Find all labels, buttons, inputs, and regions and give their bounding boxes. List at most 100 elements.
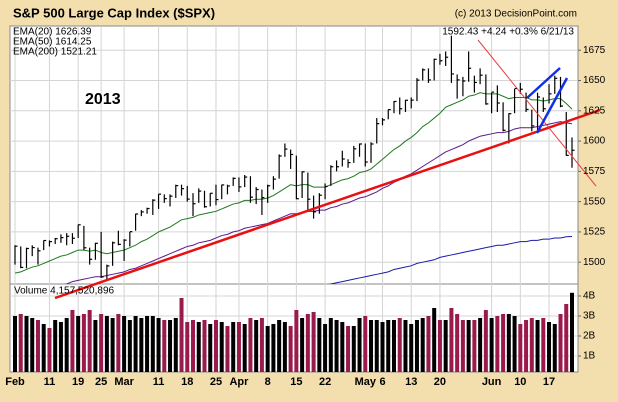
x-tick-label: 11	[153, 376, 165, 388]
volume-bar	[41, 324, 46, 372]
channel-line	[526, 67, 561, 99]
volume-bar	[179, 298, 184, 372]
volume-bar	[127, 320, 132, 372]
volume-bar	[242, 324, 247, 372]
volume-bar	[58, 322, 63, 372]
volume-bar	[282, 322, 287, 372]
volume-bar	[374, 320, 379, 372]
volume-bar	[64, 318, 69, 372]
volume-bar	[391, 320, 396, 372]
volume-bar	[219, 322, 224, 372]
volume-bar	[70, 310, 75, 372]
x-tick-label: 6	[379, 376, 385, 388]
ema-line	[328, 236, 573, 284]
volume-bar	[478, 318, 483, 372]
x-tick-label: Apr	[229, 376, 249, 388]
volume-bar	[547, 322, 552, 372]
volume-bar	[231, 322, 236, 372]
volume-bar	[271, 324, 276, 372]
volume-bar	[87, 310, 92, 372]
volume-bar	[208, 324, 213, 372]
volume-bar	[191, 320, 196, 372]
volume-bar	[518, 324, 523, 372]
volume-bar	[558, 314, 563, 372]
volume-bar	[426, 316, 431, 372]
volume-bar	[277, 320, 282, 372]
x-tick-label: 19	[72, 376, 84, 388]
volume-bar	[300, 318, 305, 372]
volume-bar	[506, 314, 511, 372]
ema-line	[64, 121, 573, 284]
y-tick-label: 1600	[583, 136, 606, 147]
price-panel	[9, 25, 579, 285]
x-tick-label: Feb	[5, 376, 25, 388]
volume-bar	[99, 314, 104, 372]
volume-bar	[185, 322, 190, 372]
last-quote: 1592.43 +4.24 +0.3% 6/21/13	[442, 27, 574, 38]
y-tick-label: 1B	[583, 351, 596, 362]
volume-bar	[311, 312, 316, 372]
x-tick-label: 11	[44, 376, 56, 388]
volume-bar	[443, 320, 448, 372]
x-tick-label: Mar	[114, 376, 134, 388]
volume-bar	[213, 320, 218, 372]
volume-bar	[259, 318, 264, 372]
volume-bar	[501, 314, 506, 372]
volume-bar	[524, 320, 529, 372]
volume-bar	[202, 320, 207, 372]
volume-bar	[380, 322, 385, 372]
volume-bar	[472, 320, 477, 372]
volume-bar	[81, 314, 86, 372]
x-tick-label: 25	[210, 376, 222, 388]
annotation: 2013	[85, 91, 121, 108]
x-tick-label: 17	[543, 376, 555, 388]
volume-bar	[150, 316, 155, 372]
marks	[13, 35, 575, 372]
x-tick-label: 20	[434, 376, 446, 388]
volume-bar	[397, 318, 402, 372]
trendlines	[54, 39, 601, 300]
volume-bar	[168, 320, 173, 372]
y-tick-label: 3B	[583, 311, 596, 322]
channel-line	[535, 77, 569, 134]
x-tick-label: 15	[290, 376, 302, 388]
volume-bar	[340, 322, 345, 372]
volume-bar	[145, 316, 150, 372]
volume-bar	[162, 320, 167, 372]
volume-bar	[93, 320, 98, 372]
volume-bar	[236, 322, 241, 372]
volume-bar	[305, 314, 310, 372]
volume-bar	[369, 320, 374, 372]
volume-bar	[133, 316, 138, 372]
volume-bar	[18, 314, 23, 372]
volume-bar	[512, 316, 517, 372]
volume-bar	[13, 316, 17, 372]
volume-bar	[414, 320, 419, 372]
volume-bar	[35, 320, 40, 372]
volume-bar	[564, 304, 569, 372]
volume-bar	[437, 320, 442, 372]
volume-bar	[139, 318, 144, 372]
volume-bar	[30, 318, 35, 372]
volume-bar	[552, 324, 557, 372]
volume-bar	[53, 320, 58, 372]
x-tick-label: May	[355, 376, 377, 388]
legend-entry: EMA(200) 1521.21	[13, 47, 97, 58]
support-trendline	[54, 108, 601, 300]
volume-label: Volume 4,157,520,896	[14, 286, 115, 297]
volume-bar	[570, 292, 574, 372]
volume-bar	[225, 326, 230, 372]
y-tick-label: 1550	[583, 196, 606, 207]
volume-bar	[495, 316, 500, 372]
volume-bar	[363, 316, 368, 372]
x-tick-label: 8	[265, 376, 271, 388]
volume-bar	[351, 326, 356, 372]
volume-bar	[76, 316, 81, 372]
y-tick-label: 1675	[583, 45, 606, 56]
volume-bar	[466, 320, 471, 372]
x-tick-label: 25	[95, 376, 107, 388]
volume-bar	[386, 320, 391, 372]
volume-bar	[317, 318, 322, 372]
volume-bar	[357, 318, 362, 372]
